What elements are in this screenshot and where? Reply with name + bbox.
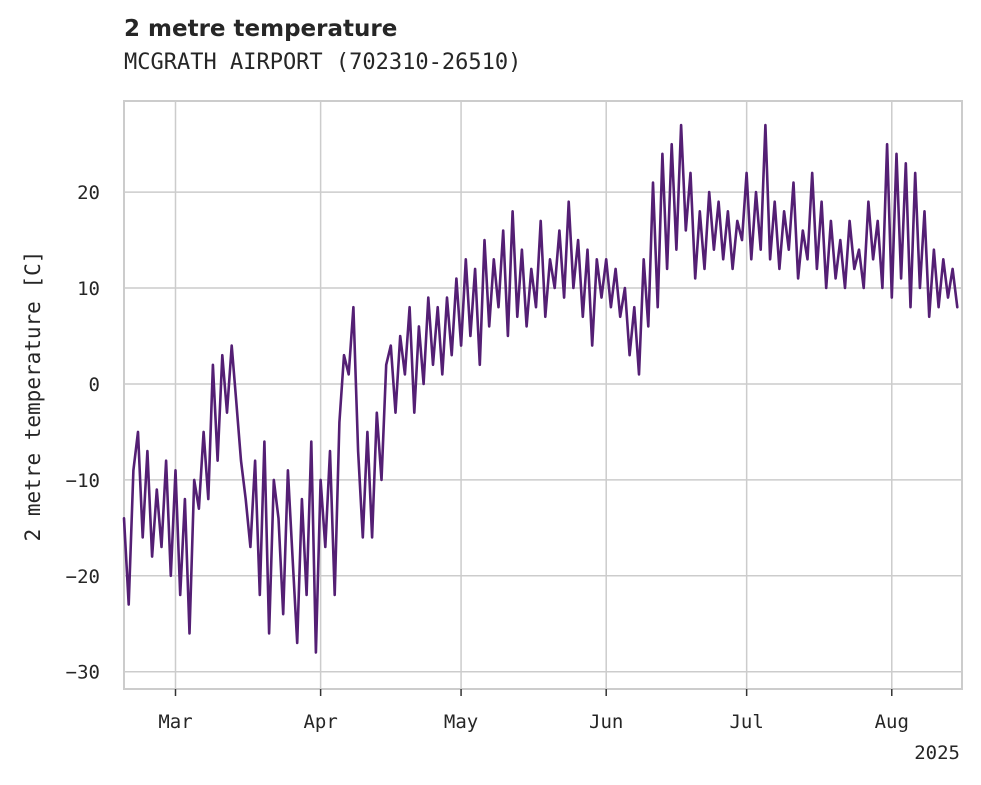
series-line-0 <box>122 123 959 654</box>
y-tick-label: −20 <box>66 566 100 588</box>
series-layer <box>122 123 959 654</box>
x-tick-label: Jul <box>729 711 763 733</box>
x-tick-label: May <box>444 711 478 733</box>
x-tick-label: Apr <box>303 711 337 733</box>
x-tick-label: Aug <box>875 711 909 733</box>
x-tick-label: Jun <box>589 711 623 733</box>
y-tick-label: −30 <box>66 662 100 684</box>
y-axis-label: 2 metre temperature [C] <box>21 251 45 542</box>
x-tick-label: Mar <box>158 711 192 733</box>
tick-marks <box>174 689 893 696</box>
year-label: 2025 <box>914 742 960 764</box>
chart-subtitle: MCGRATH AIRPORT (702310-26510) <box>124 50 522 75</box>
plot-frame <box>123 100 963 690</box>
y-tick-label: −10 <box>66 470 100 492</box>
y-tick-label: 0 <box>89 374 100 396</box>
y-tick-labels: −30 −20 −10 0 10 20 <box>66 182 100 684</box>
y-tick-label: 20 <box>77 182 100 204</box>
grid-lines <box>124 101 962 689</box>
chart-title: 2 metre temperature <box>124 16 398 42</box>
x-tick-labels: Mar Apr May Jun Jul Aug <box>158 711 909 733</box>
y-tick-label: 10 <box>77 278 100 300</box>
